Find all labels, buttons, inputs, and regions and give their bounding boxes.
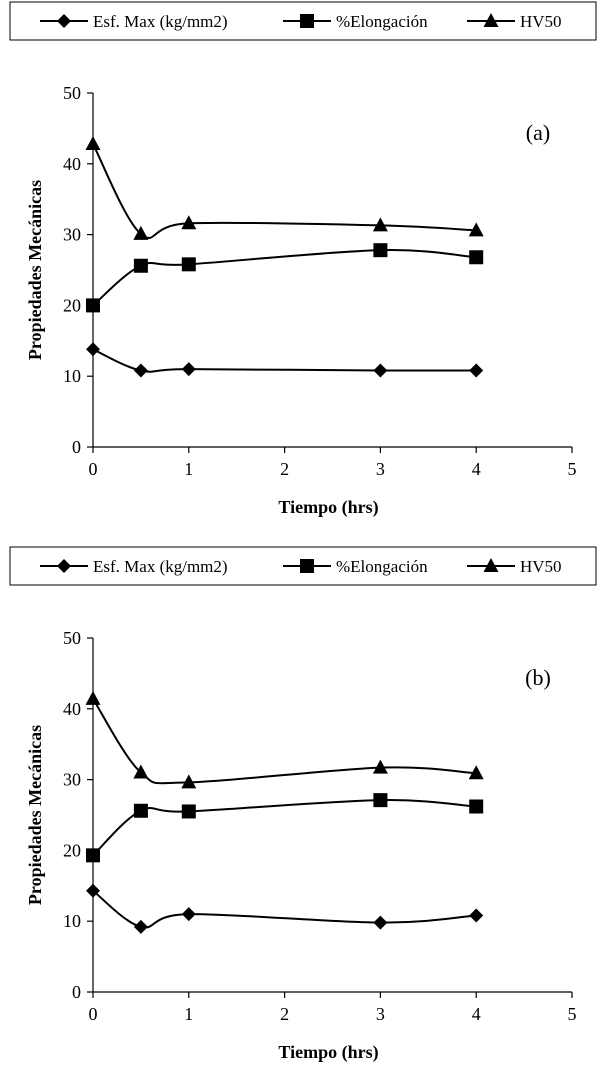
x-tick-label: 0 [89, 459, 98, 479]
data-point [468, 765, 484, 780]
data-point [86, 883, 100, 898]
y-tick-label: 0 [72, 437, 81, 457]
data-point [469, 250, 484, 265]
panel-label: (b) [525, 665, 551, 690]
data-point [133, 258, 148, 273]
legend-label: HV50 [520, 557, 562, 576]
x-tick-label: 4 [472, 459, 481, 479]
legend-label: %Elongación [336, 557, 428, 576]
y-tick-label: 40 [63, 154, 81, 174]
series-line [92, 143, 477, 239]
y-tick-label: 10 [63, 366, 81, 386]
series-line [92, 698, 477, 785]
data-point [469, 363, 484, 378]
data-point [373, 915, 388, 930]
legend-item: %Elongación [283, 557, 428, 576]
data-point [86, 848, 100, 863]
y-tick-label: 20 [63, 295, 81, 315]
x-tick-label: 0 [89, 1004, 98, 1024]
data-point [181, 774, 197, 789]
data-point [85, 135, 101, 150]
data-point [86, 298, 100, 313]
series-line [92, 249, 477, 307]
series-line [92, 799, 477, 857]
x-axis-title: Tiempo (hrs) [278, 1042, 378, 1063]
panel-label: (a) [526, 120, 550, 145]
series-square [86, 243, 484, 313]
data-point [86, 342, 100, 357]
legend-marker [57, 14, 71, 28]
y-tick-label: 30 [63, 770, 81, 790]
data-point [181, 362, 196, 377]
legend-item: Esf. Max (kg/mm2) [40, 12, 228, 31]
axes: 0 10 20 30 40 50 0 1 2 3 4 5 [63, 83, 577, 479]
y-tick-label: 50 [63, 83, 81, 103]
y-tick-label: 30 [63, 225, 81, 245]
y-tick-label: 40 [63, 699, 81, 719]
data-point [372, 759, 388, 774]
y-tick-label: 20 [63, 840, 81, 860]
legend-label: Esf. Max (kg/mm2) [93, 557, 228, 576]
x-tick-label: 5 [568, 1004, 577, 1024]
data-point [373, 793, 388, 808]
y-tick-label: 0 [72, 982, 81, 1002]
series-square [86, 793, 484, 863]
legend: Esf. Max (kg/mm2) %Elongación HV50 [9, 546, 597, 586]
data-point [181, 804, 196, 819]
data-point [469, 908, 484, 923]
y-tick-label: 50 [63, 628, 81, 648]
x-tick-label: 1 [184, 459, 193, 479]
data-point [468, 222, 484, 237]
legend-item: HV50 [467, 12, 562, 31]
x-tick-label: 2 [280, 1004, 289, 1024]
data-point [85, 690, 101, 705]
data-point [373, 363, 388, 378]
x-tick-label: 1 [184, 1004, 193, 1024]
data-point [469, 799, 484, 814]
y-tick-label: 10 [63, 911, 81, 931]
x-axis-title: Tiempo (hrs) [278, 497, 378, 518]
legend-marker [483, 13, 499, 27]
data-point [133, 363, 148, 378]
data-point [372, 217, 388, 232]
legend-marker [57, 559, 71, 573]
data-point [133, 225, 149, 240]
data-point [133, 803, 148, 818]
chart-panel-b: Esf. Max (kg/mm2) %Elongación HV50 0 10 20 30 4… [0, 545, 601, 1075]
series-line [92, 348, 477, 373]
data-point [181, 215, 197, 230]
legend-marker [300, 14, 314, 28]
series-diamond [86, 883, 484, 934]
data-point [133, 764, 149, 779]
x-tick-label: 3 [376, 1004, 385, 1024]
data-point [181, 257, 196, 272]
legend-item: Esf. Max (kg/mm2) [40, 557, 228, 576]
chart-panel-a: Esf. Max (kg/mm2) %Elongación HV50 0 10 20 30 4… [0, 0, 601, 530]
chart-svg-b: Esf. Max (kg/mm2) %Elongación HV5001020304… [9, 546, 597, 1063]
x-tick-label: 2 [280, 459, 289, 479]
data-point [373, 243, 388, 258]
legend-label: Esf. Max (kg/mm2) [93, 12, 228, 31]
legend: Esf. Max (kg/mm2) %Elongación HV50 [9, 1, 597, 41]
legend-label: %Elongación [336, 12, 428, 31]
legend-item: %Elongación [283, 12, 428, 31]
x-tick-label: 3 [376, 459, 385, 479]
series-line [92, 889, 477, 929]
axes: 0 10 20 30 40 50 0 1 2 3 4 5 [63, 628, 577, 1024]
series-triangle [85, 690, 484, 789]
series-diamond [86, 342, 484, 378]
data-point [181, 907, 196, 922]
series-triangle [85, 135, 484, 240]
legend-label: HV50 [520, 12, 562, 31]
y-axis-title: Propiedades Mecánicas [25, 180, 45, 360]
legend-marker [483, 558, 499, 572]
legend-marker [300, 559, 314, 573]
chart-svg-a: Esf. Max (kg/mm2) %Elongación HV5001020304… [9, 1, 597, 518]
legend-item: HV50 [467, 557, 562, 576]
y-axis-title: Propiedades Mecánicas [25, 725, 45, 905]
data-point [133, 919, 148, 934]
x-tick-label: 5 [568, 459, 577, 479]
x-tick-label: 4 [472, 1004, 481, 1024]
